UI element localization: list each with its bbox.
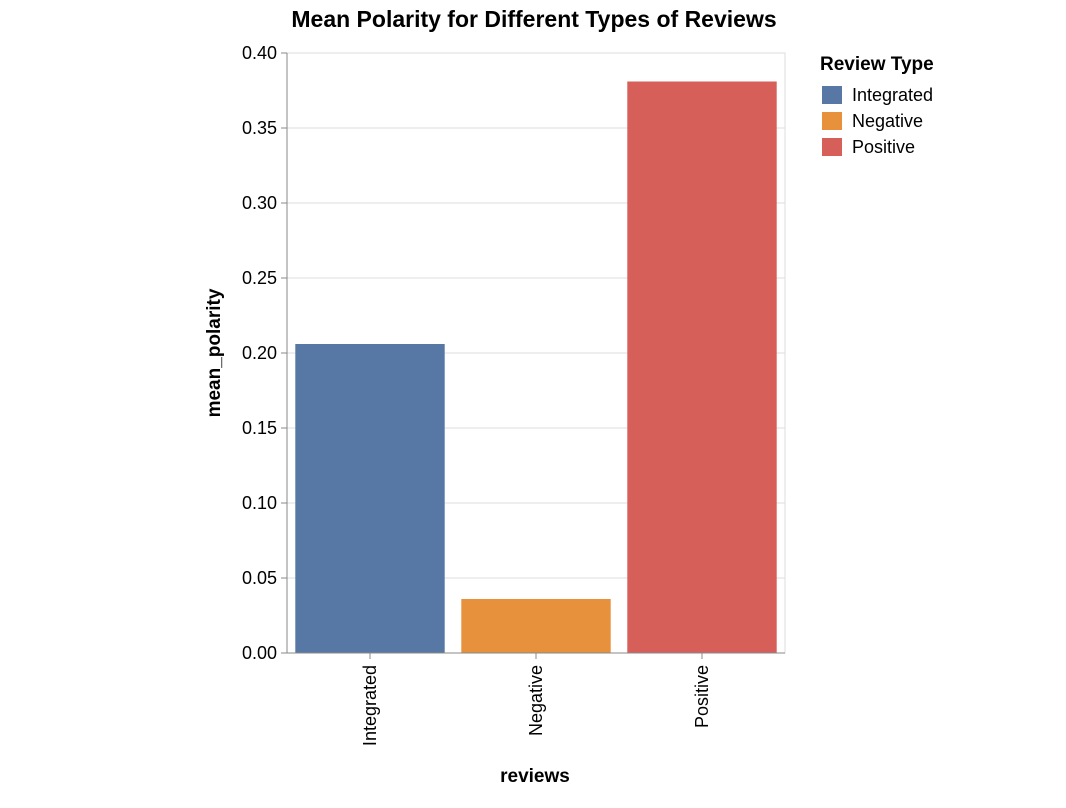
x-axis-title: reviews xyxy=(500,766,570,787)
legend: Review Type Integrated Negative Positive xyxy=(820,54,934,157)
bar-integrated xyxy=(295,344,445,653)
legend-label: Negative xyxy=(852,111,923,131)
legend-swatch xyxy=(822,112,842,130)
y-tick-label: 0.35 xyxy=(242,118,277,138)
y-tick-label: 0.30 xyxy=(242,193,277,213)
legend-title: Review Type xyxy=(820,54,934,75)
axes: 0.00 0.05 0.10 0.15 0.20 0.25 0.30 0.35 0.40 Inte… xyxy=(242,43,785,746)
chart-title: Mean Polarity for Different Types of Rev… xyxy=(291,6,776,32)
y-tick-label: 0.25 xyxy=(242,268,277,288)
bars xyxy=(295,81,777,653)
bar-positive xyxy=(627,81,777,653)
x-tick-label: Positive xyxy=(692,665,712,728)
y-tick-label: 0.05 xyxy=(242,568,277,588)
legend-label: Positive xyxy=(852,137,915,157)
y-tick-label: 0.40 xyxy=(242,43,277,63)
y-tick-label: 0.00 xyxy=(242,643,277,663)
x-tick-label: Integrated xyxy=(360,665,380,746)
y-tick-label: 0.20 xyxy=(242,343,277,363)
legend-label: Integrated xyxy=(852,85,933,105)
y-tick-label: 0.10 xyxy=(242,493,277,513)
y-axis-title: mean_polarity xyxy=(204,288,225,417)
x-tick-label: Negative xyxy=(526,665,546,736)
legend-entries: Integrated Negative Positive xyxy=(822,85,933,157)
legend-swatch xyxy=(822,86,842,104)
legend-swatch xyxy=(822,138,842,156)
bar-negative xyxy=(461,599,611,653)
y-tick-label: 0.15 xyxy=(242,418,277,438)
